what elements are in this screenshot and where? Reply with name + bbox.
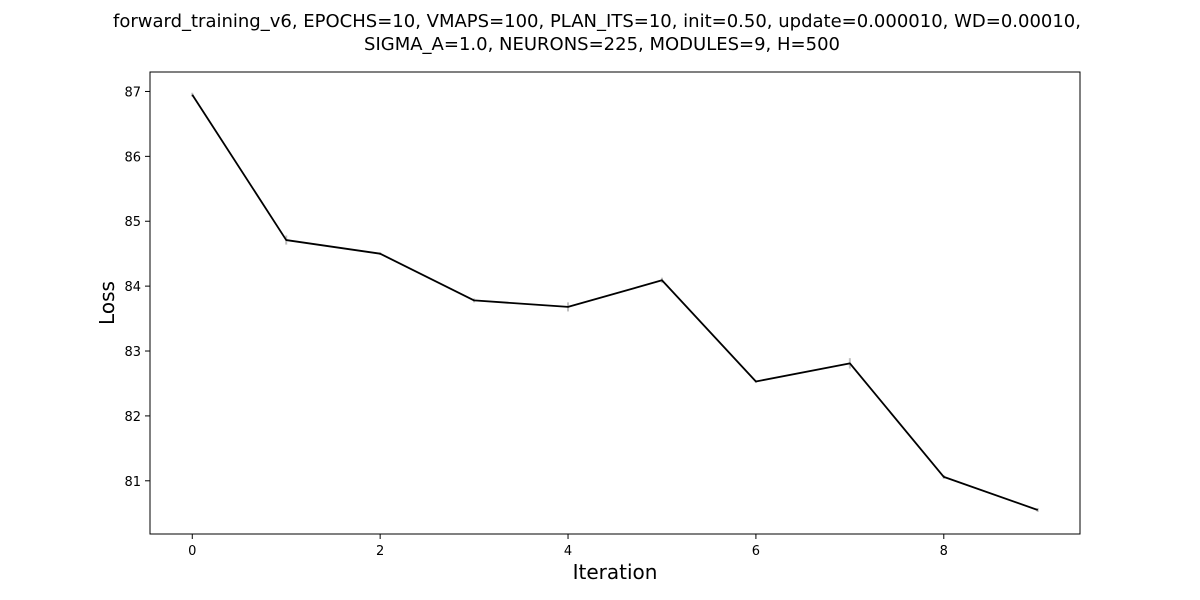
y-tick-label: 87	[124, 85, 141, 100]
loss-line	[191, 94, 1039, 511]
plot-area-frame	[149, 71, 1081, 535]
y-axis: 81 82 83 84 85 86 87	[124, 85, 150, 490]
x-tick-label: 4	[564, 544, 572, 559]
y-tick-label: 83	[124, 345, 141, 360]
x-tick-label: 0	[188, 544, 196, 559]
x-tick-label: 8	[940, 544, 948, 559]
y-tick-label: 82	[124, 410, 141, 425]
x-tick-label: 6	[752, 544, 760, 559]
y-tick-label: 85	[124, 215, 141, 230]
y-tick-label: 84	[124, 280, 141, 295]
y-tick-label: 86	[124, 150, 141, 165]
x-tick-label: 2	[376, 544, 384, 559]
y-tick-label: 81	[124, 475, 141, 490]
x-axis: 0 2 4 6 8	[188, 534, 948, 559]
error-bars	[191, 92, 1039, 512]
x-axis-label: Iteration	[573, 560, 658, 584]
chart-title-line-2: SIGMA_A=1.0, NEURONS=225, MODULES=9, H=5…	[364, 34, 840, 55]
series-layer	[191, 94, 1039, 511]
y-axis-label: Loss	[95, 281, 119, 325]
chart-title-line-1: forward_training_v6, EPOCHS=10, VMAPS=10…	[113, 11, 1081, 32]
